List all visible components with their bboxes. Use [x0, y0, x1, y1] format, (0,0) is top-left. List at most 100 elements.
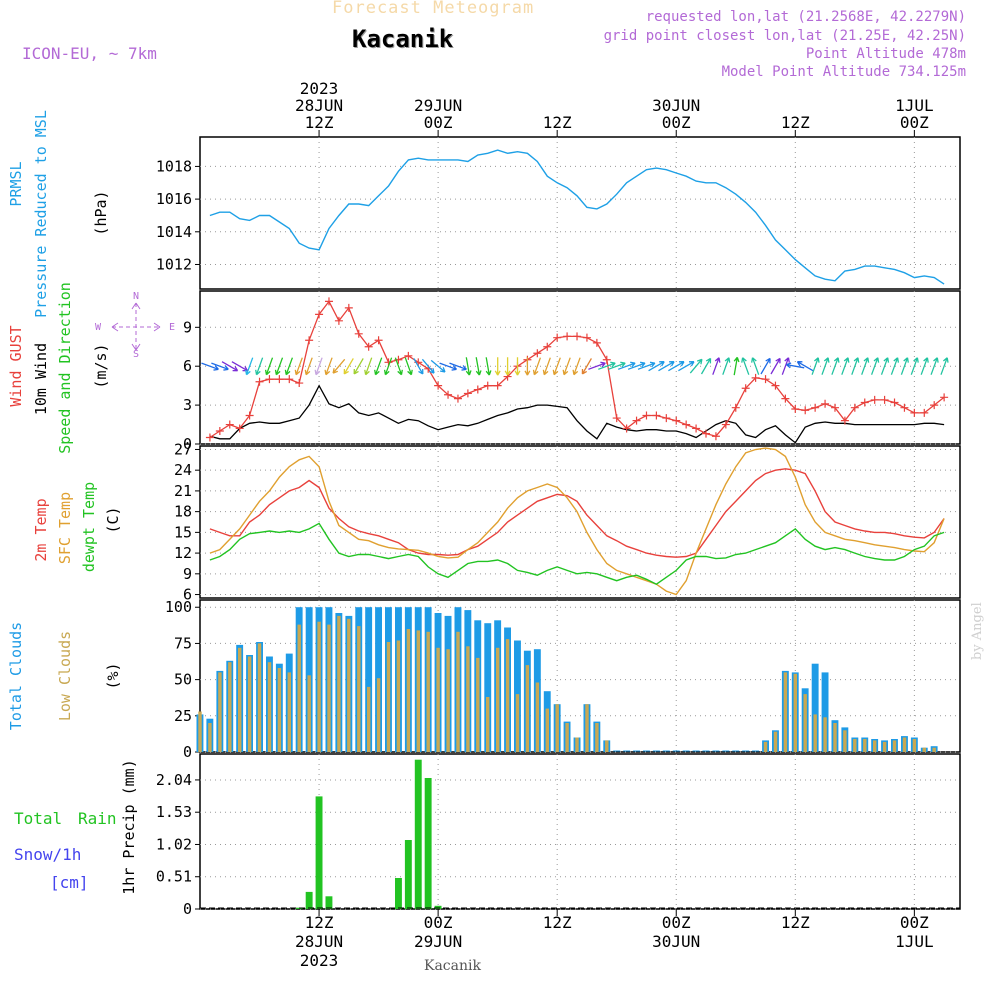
bottom-time-label: 00Z: [900, 913, 929, 932]
low-cloud-bar: [198, 711, 202, 752]
gust-marker: [900, 403, 909, 412]
wind-arrow: [439, 362, 457, 371]
gust-marker: [860, 398, 869, 407]
compass-w-label: W: [95, 322, 102, 333]
low-cloud-bar: [287, 672, 291, 752]
low-cloud-bar: [406, 629, 411, 752]
gust-marker: [582, 333, 591, 342]
gust-marker: [692, 424, 701, 433]
top-time-label: 12Z: [543, 113, 572, 132]
wind-arrow: [324, 357, 333, 376]
total-clouds-label: Total Clouds: [7, 622, 25, 730]
low-cloud-bar: [803, 694, 807, 752]
wind-arrow: [785, 362, 805, 369]
wind-arrow: [542, 357, 551, 376]
precip-bar: [434, 905, 442, 909]
wind-arrow: [930, 357, 939, 375]
wind-arrow: [796, 361, 814, 372]
gust-marker: [662, 414, 671, 423]
wind-arrow: [504, 357, 511, 376]
sfctemp-line: [209, 447, 945, 596]
low-cloud-bar: [575, 737, 579, 752]
compass-arrowheads: [111, 302, 161, 351]
low-cloud-bar: [912, 739, 917, 752]
gust-marker: [602, 355, 611, 364]
wind-arrow: [449, 362, 467, 371]
precip-axis-label: 1hr Precip (mm): [120, 759, 138, 894]
gust-marker: [285, 375, 294, 384]
gust-marker: [830, 403, 839, 412]
wind-arrow: [617, 361, 636, 370]
station-name: Kacanik: [352, 25, 454, 53]
model-name: ICON-EU, ~ 7km: [22, 44, 157, 63]
ytick-label: 24: [174, 461, 192, 479]
gust-marker: [364, 342, 373, 351]
low-cloud-bar: [823, 717, 827, 752]
ytick-label: 9: [183, 318, 192, 336]
wind-arrow: [712, 357, 721, 375]
gust-marker: [682, 420, 691, 429]
wind-arrow: [781, 357, 790, 375]
low-cloud-bar: [257, 643, 262, 752]
gust-marker: [453, 394, 462, 403]
total-cloud-bar: [484, 623, 492, 752]
total-cloud-bar: [365, 607, 373, 752]
wind-arrow: [364, 357, 373, 376]
gust-marker: [840, 416, 849, 425]
compass-s-label: S: [133, 349, 139, 360]
temp2m-line: [209, 468, 945, 558]
ytick-label: 75: [174, 634, 192, 652]
gust-marker: [573, 332, 582, 341]
wind-arrow: [733, 356, 740, 376]
low-cloud-bar: [347, 618, 351, 752]
low-cloud-bar: [327, 624, 331, 752]
low-cloud-bar: [585, 704, 589, 752]
gust-marker: [801, 406, 810, 415]
low-cloud-bar: [238, 647, 242, 752]
bottom-time-label: 12Z: [781, 913, 810, 932]
ytick-label: 50: [174, 671, 192, 689]
wind-arrow: [201, 362, 219, 371]
wind-arrow: [552, 357, 561, 376]
clouds-unit-label: (%): [104, 662, 122, 689]
ytick-label: 18: [174, 503, 192, 521]
wind-arrow: [413, 358, 424, 375]
ytick-label: 1014: [156, 223, 192, 241]
wind-arrow: [890, 357, 900, 375]
wind-arrow: [870, 357, 880, 375]
gust-marker: [652, 411, 661, 420]
pressure-label: PRMSL: [7, 161, 25, 206]
gust-marker: [473, 385, 482, 394]
wind-arrow: [245, 357, 254, 376]
gust-marker: [940, 393, 949, 402]
wind-arrow: [861, 357, 870, 375]
gust-marker: [305, 336, 314, 345]
top-time-label: 29JUN: [414, 96, 462, 115]
compass-n-label: N: [133, 291, 139, 302]
low-cloud-bar: [535, 682, 540, 752]
gust-marker: [672, 416, 681, 425]
gust-marker: [850, 403, 859, 412]
low-cloud-bar: [247, 656, 252, 752]
wind-arrow: [770, 357, 781, 375]
low-cloud-bar: [555, 704, 559, 752]
wind-arrow: [394, 357, 403, 376]
low-cloud-bar: [545, 708, 549, 752]
wind-arrow: [722, 357, 731, 375]
top-time-label: 2023: [300, 79, 339, 98]
snow-label: Snow/1h: [14, 845, 81, 864]
gust-marker: [444, 390, 453, 399]
gust-marker: [255, 377, 264, 386]
low-cloud-bar: [486, 697, 490, 752]
wind-arrow: [465, 357, 472, 376]
gust-marker: [205, 433, 214, 442]
footer-station: Kacanik: [424, 958, 481, 974]
point-altitude: Point Altitude 478m: [805, 46, 966, 62]
wind-arrow: [514, 357, 521, 376]
ytick-label: 6: [183, 586, 192, 604]
gust-marker: [265, 375, 274, 384]
low-cloud-bar: [446, 649, 450, 752]
gust-marker: [215, 427, 224, 436]
low-cloud-bar: [793, 673, 797, 752]
top-time-label: 30JUN: [652, 96, 700, 115]
